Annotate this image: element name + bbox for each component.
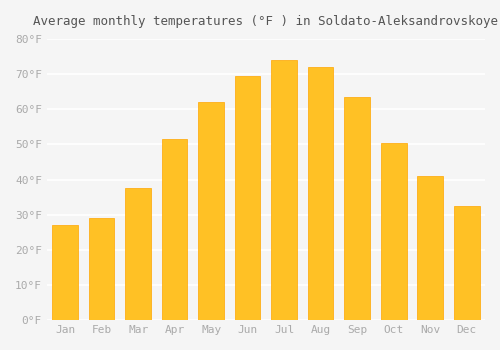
Bar <box>89 218 114 320</box>
Bar <box>126 188 151 320</box>
Title: Average monthly temperatures (°F ) in Soldato-Aleksandrovskoye: Average monthly temperatures (°F ) in So… <box>34 15 498 28</box>
Bar <box>235 76 260 320</box>
Bar <box>162 139 188 320</box>
Bar <box>344 97 370 320</box>
Bar <box>308 67 334 320</box>
Bar <box>52 225 78 320</box>
Bar <box>272 60 297 320</box>
Bar <box>198 102 224 320</box>
Bar <box>381 142 406 320</box>
Bar <box>418 176 443 320</box>
Bar <box>454 206 479 320</box>
